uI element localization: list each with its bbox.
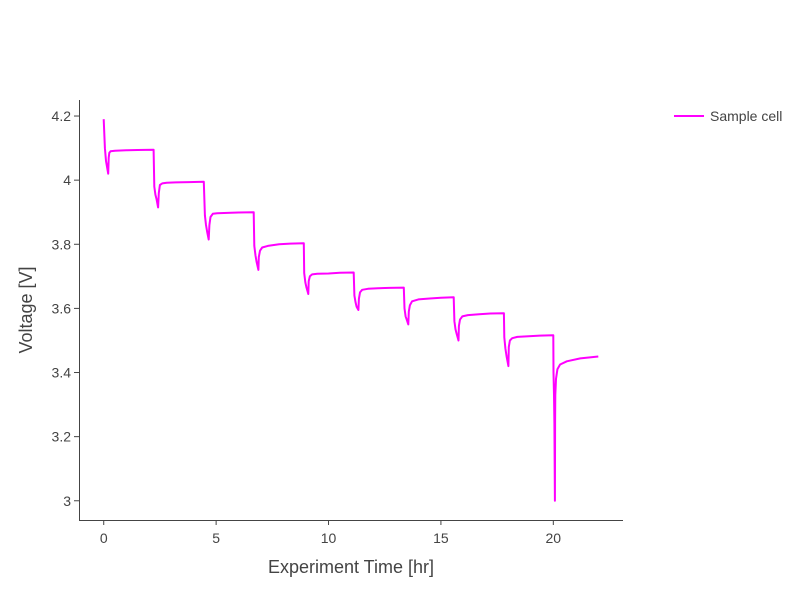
y-tick-label: 3.6 bbox=[52, 300, 72, 316]
axes bbox=[79, 100, 623, 521]
x-ticks: 0 5 10 15 20 bbox=[100, 520, 561, 546]
x-tick-label: 5 bbox=[212, 530, 220, 546]
y-tick-label: 3.8 bbox=[52, 236, 72, 252]
series bbox=[102, 119, 599, 502]
y-axis-title: Voltage [V] bbox=[16, 266, 36, 353]
y-tick-label: 4.2 bbox=[52, 108, 72, 124]
x-tick-label: 0 bbox=[100, 530, 108, 546]
y-tick-label: 4 bbox=[63, 172, 71, 188]
y-ticks: 3 3.2 3.4 3.6 3.8 4 4.2 bbox=[52, 108, 79, 509]
x-tick-label: 10 bbox=[321, 530, 337, 546]
series-line-sample-cell bbox=[102, 119, 599, 502]
legend-label-sample-cell: Sample cell bbox=[710, 108, 782, 124]
x-tick-label: 20 bbox=[546, 530, 562, 546]
x-axis-title: Experiment Time [hr] bbox=[268, 557, 434, 577]
legend[interactable]: Sample cell bbox=[674, 108, 782, 124]
y-tick-label: 3 bbox=[63, 493, 71, 509]
x-tick-label: 15 bbox=[433, 530, 449, 546]
y-tick-label: 3.2 bbox=[52, 429, 72, 445]
y-tick-label: 3.4 bbox=[52, 365, 72, 381]
